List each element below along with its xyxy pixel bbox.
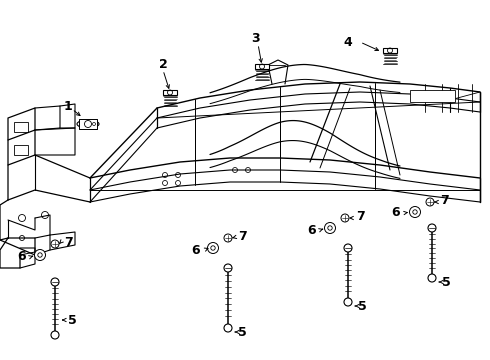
Text: 2: 2 [159, 58, 168, 72]
Text: 7: 7 [238, 230, 246, 243]
Ellipse shape [77, 120, 99, 128]
Text: 7: 7 [440, 194, 448, 207]
Text: 5: 5 [238, 325, 246, 338]
Bar [14, 145, 28, 155]
Circle shape [224, 324, 232, 332]
Circle shape [51, 331, 59, 339]
Bar [79, 119, 97, 129]
Text: 7: 7 [356, 211, 365, 224]
Bar [410, 90, 455, 102]
Text: 1: 1 [64, 99, 73, 112]
Circle shape [51, 278, 59, 286]
Circle shape [428, 224, 436, 232]
Text: 5: 5 [441, 275, 450, 288]
Bar [383, 48, 397, 53]
Circle shape [428, 274, 436, 282]
Circle shape [410, 207, 420, 217]
Circle shape [224, 234, 232, 242]
Circle shape [324, 222, 336, 234]
Circle shape [341, 214, 349, 222]
Text: 6: 6 [392, 207, 400, 220]
Bar [255, 64, 269, 69]
Text: 5: 5 [68, 314, 76, 327]
Text: 7: 7 [64, 237, 73, 249]
Circle shape [344, 298, 352, 306]
Text: 6: 6 [18, 251, 26, 264]
Circle shape [224, 264, 232, 272]
Circle shape [344, 244, 352, 252]
Text: 5: 5 [358, 300, 367, 312]
Circle shape [426, 198, 434, 206]
Text: 4: 4 [343, 36, 352, 49]
Text: 3: 3 [251, 31, 259, 45]
Circle shape [34, 249, 46, 261]
Bar [163, 90, 177, 95]
Circle shape [207, 243, 219, 253]
Text: 6: 6 [192, 243, 200, 256]
Text: 6: 6 [308, 224, 317, 237]
Circle shape [84, 121, 92, 127]
Circle shape [51, 240, 59, 248]
Bar [14, 122, 28, 132]
